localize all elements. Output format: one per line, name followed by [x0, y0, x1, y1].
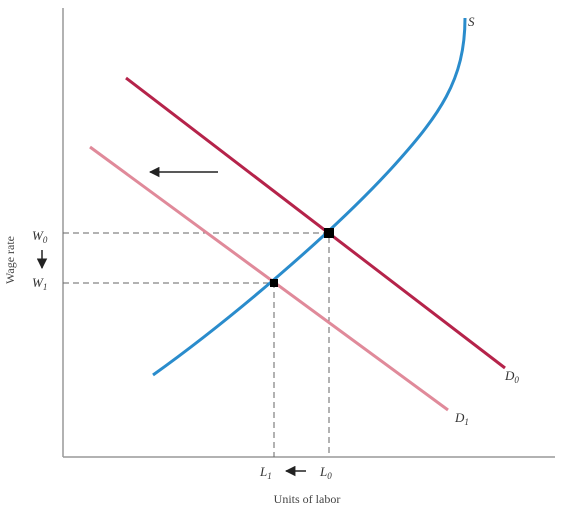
- subscript: 0: [327, 471, 332, 481]
- demand-curve-1: [89, 145, 449, 412]
- y-axis-title: Wage rate: [3, 236, 17, 284]
- x-axis-title: Units of labor: [274, 492, 341, 506]
- wage-label-1: W1: [32, 275, 47, 292]
- letter: D: [504, 368, 515, 383]
- letter: W: [32, 275, 44, 290]
- equilibrium-1: [270, 279, 278, 287]
- demand-label-1: D1: [454, 410, 469, 427]
- demand-curve-0: [125, 76, 506, 370]
- labor-label-0: L0: [319, 464, 332, 481]
- subscript: 0: [43, 235, 48, 245]
- subscript: 1: [267, 471, 272, 481]
- letter: L: [319, 464, 327, 479]
- subscript: 1: [464, 417, 469, 427]
- equilibrium-0: [324, 228, 334, 238]
- letter: W: [32, 228, 44, 243]
- subscript: 0: [514, 375, 519, 385]
- guide-w1-l1: [63, 282, 275, 457]
- supply-label: S: [468, 14, 475, 29]
- demand-label-0: D0: [504, 368, 519, 385]
- letter: L: [259, 464, 267, 479]
- subscript: 1: [43, 282, 48, 292]
- labor-label-1: L1: [259, 464, 272, 481]
- letter: D: [454, 410, 465, 425]
- wage-label-0: W0: [32, 228, 48, 245]
- supply-curve: [152, 17, 467, 377]
